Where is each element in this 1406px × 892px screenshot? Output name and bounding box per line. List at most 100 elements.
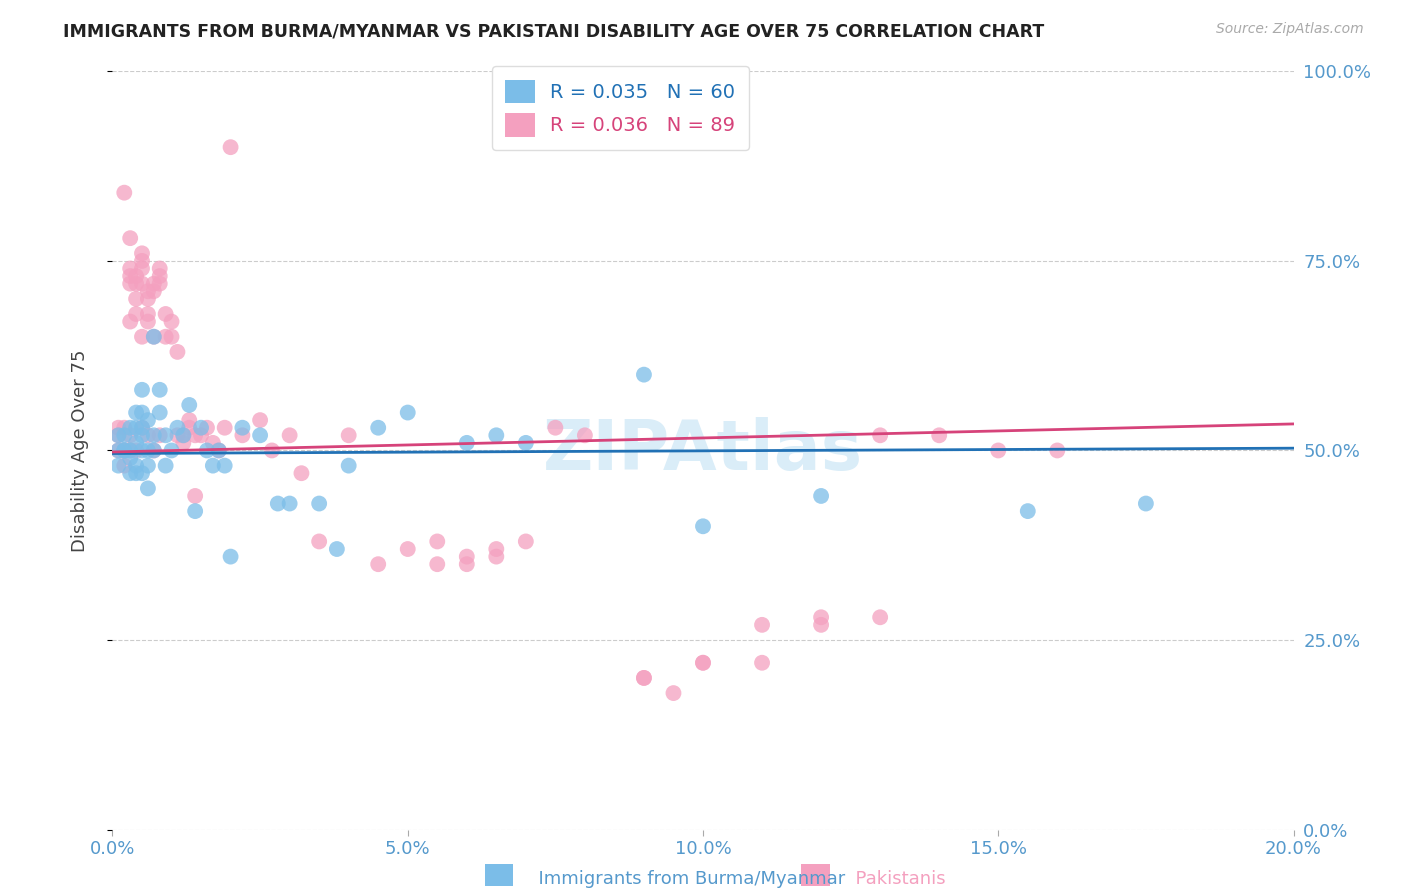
Point [107,428,129,442]
Point [155,428,177,442]
Point [125,277,148,291]
Point [633,368,655,382]
Point [751,617,773,632]
Text: ZIPAtlas: ZIPAtlas [543,417,863,484]
Point [426,557,449,572]
Point [485,549,508,564]
Point [125,443,148,458]
Point [278,496,301,510]
Point [810,610,832,624]
Point [249,428,271,442]
Point [131,443,153,458]
Point [544,421,567,435]
Point [142,443,165,458]
Point [267,496,290,510]
Point [131,253,153,268]
Point [149,405,172,420]
Point [574,428,596,442]
Point [149,428,172,442]
Text: Immigrants from Burma/Myanmar: Immigrants from Burma/Myanmar [527,870,845,888]
Point [120,443,142,458]
Point [326,542,349,557]
Point [120,314,142,328]
Point [112,443,135,458]
Point [107,458,129,473]
Point [120,467,142,481]
Point [125,292,148,306]
Point [155,307,177,321]
Point [125,436,148,450]
Point [692,519,714,533]
Point [125,307,148,321]
Point [810,617,832,632]
Point [125,458,148,473]
Point [136,443,159,458]
Point [125,405,148,420]
Point [396,542,419,557]
Point [179,413,201,427]
Point [136,314,159,328]
Point [810,489,832,503]
Point [260,443,283,458]
Point [112,186,135,200]
Point [219,140,242,154]
Point [515,436,537,450]
Point [136,428,159,442]
Point [160,330,183,344]
Point [131,421,153,435]
Point [131,330,153,344]
Point [308,534,330,549]
Point [184,504,207,518]
Point [172,428,194,442]
Point [869,428,891,442]
Point [131,277,153,291]
Point [131,421,153,435]
Point [396,405,419,420]
Point [142,330,165,344]
Point [142,428,165,442]
Point [166,428,188,442]
Point [456,549,478,564]
Point [136,285,159,299]
Point [131,261,153,276]
Point [485,542,508,557]
Point [692,656,714,670]
Point [142,443,165,458]
Point [208,443,231,458]
Point [184,428,207,442]
Point [201,436,224,450]
Point [869,610,891,624]
Point [120,421,142,435]
Point [125,467,148,481]
Point [195,443,218,458]
Point [136,307,159,321]
Point [987,443,1010,458]
Point [190,421,212,435]
Point [112,428,135,442]
Point [195,421,218,435]
Point [172,428,194,442]
Point [184,489,207,503]
Point [125,421,148,435]
Point [456,557,478,572]
Point [1135,496,1157,510]
Point [633,671,655,685]
Point [214,458,236,473]
Text: Pakistanis: Pakistanis [844,870,945,888]
Point [131,405,153,420]
Point [107,428,129,442]
Point [131,246,153,260]
Point [131,428,153,442]
Text: IMMIGRANTS FROM BURMA/MYANMAR VS PAKISTANI DISABILITY AGE OVER 75 CORRELATION CH: IMMIGRANTS FROM BURMA/MYANMAR VS PAKISTA… [63,22,1045,40]
Point [692,656,714,670]
Point [160,314,183,328]
Point [367,557,389,572]
Point [278,428,301,442]
Point [201,458,224,473]
Point [633,671,655,685]
Point [337,428,360,442]
Point [120,231,142,245]
Point [662,686,685,700]
Point [149,261,172,276]
Point [120,261,142,276]
